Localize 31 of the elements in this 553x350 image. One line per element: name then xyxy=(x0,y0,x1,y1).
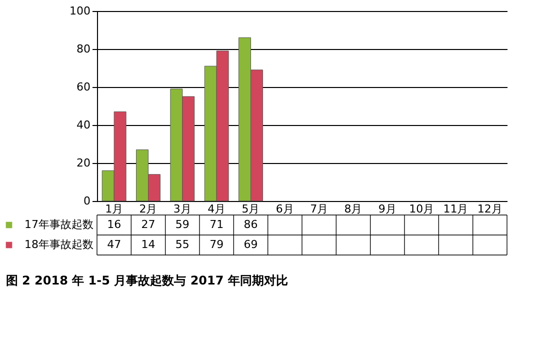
data-label: 27 xyxy=(141,218,156,231)
data-label: 16 xyxy=(107,218,122,231)
data-label: 79 xyxy=(210,238,224,251)
x-tick-label: 5月 xyxy=(242,202,260,216)
x-tick-label: 1月 xyxy=(105,202,124,216)
data-label: 55 xyxy=(175,238,190,251)
x-tick-label: 9月 xyxy=(378,202,396,216)
x-tick-label: 7月 xyxy=(310,202,328,216)
y-tick-label: 60 xyxy=(76,80,90,94)
x-tick-label: 12月 xyxy=(477,202,502,216)
x-tick-label: 11月 xyxy=(443,202,468,216)
y-tick-label: 80 xyxy=(76,42,90,56)
legend-label: 17年事故起数 xyxy=(24,218,94,231)
x-tick-label: 6月 xyxy=(276,202,294,216)
data-label: 47 xyxy=(107,238,122,251)
data-label: 86 xyxy=(244,218,258,231)
y-tick-label: 20 xyxy=(76,156,90,170)
x-tick-label: 10月 xyxy=(409,202,434,216)
legend-label: 18年事故起数 xyxy=(24,238,94,251)
data-label: 59 xyxy=(175,218,190,231)
data-label: 71 xyxy=(210,218,224,231)
data-label: 69 xyxy=(244,238,258,251)
data-label: 14 xyxy=(141,238,156,251)
y-tick-label: 100 xyxy=(70,4,90,18)
x-tick-label: 8月 xyxy=(344,202,362,216)
caption: 图 2 2018 年 1-5 月事故起数与 2017 年同期对比 xyxy=(6,273,288,288)
x-tick-label: 2月 xyxy=(139,202,158,216)
y-tick-label: 0 xyxy=(84,194,90,208)
y-tick-label: 40 xyxy=(76,118,90,132)
x-tick-label: 4月 xyxy=(208,202,226,216)
x-tick-label: 3月 xyxy=(173,202,192,216)
